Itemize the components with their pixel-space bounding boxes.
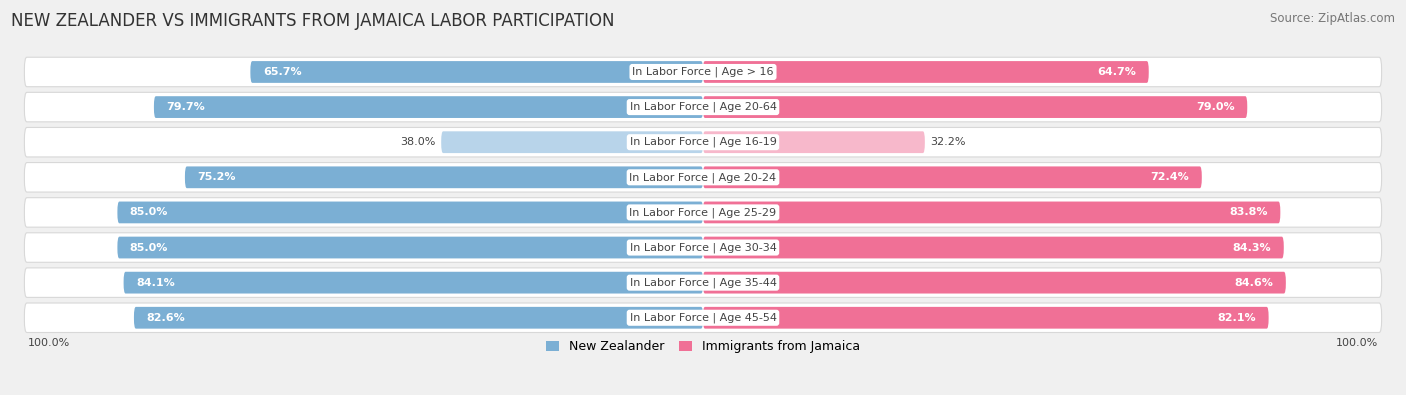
FancyBboxPatch shape xyxy=(24,233,1382,262)
Text: 38.0%: 38.0% xyxy=(401,137,436,147)
FancyBboxPatch shape xyxy=(124,272,703,293)
Text: 72.4%: 72.4% xyxy=(1150,172,1189,182)
FancyBboxPatch shape xyxy=(703,61,1149,83)
Text: 84.6%: 84.6% xyxy=(1234,278,1274,288)
FancyBboxPatch shape xyxy=(441,131,703,153)
FancyBboxPatch shape xyxy=(250,61,703,83)
FancyBboxPatch shape xyxy=(703,307,1268,329)
Text: In Labor Force | Age 45-54: In Labor Force | Age 45-54 xyxy=(630,312,776,323)
FancyBboxPatch shape xyxy=(153,96,703,118)
Text: 100.0%: 100.0% xyxy=(28,338,70,348)
Text: In Labor Force | Age 16-19: In Labor Force | Age 16-19 xyxy=(630,137,776,147)
Text: In Labor Force | Age 35-44: In Labor Force | Age 35-44 xyxy=(630,277,776,288)
Text: In Labor Force | Age 25-29: In Labor Force | Age 25-29 xyxy=(630,207,776,218)
Text: In Labor Force | Age > 16: In Labor Force | Age > 16 xyxy=(633,67,773,77)
Text: 85.0%: 85.0% xyxy=(129,243,169,252)
FancyBboxPatch shape xyxy=(24,57,1382,87)
FancyBboxPatch shape xyxy=(24,268,1382,297)
FancyBboxPatch shape xyxy=(703,96,1247,118)
FancyBboxPatch shape xyxy=(24,303,1382,333)
Text: 82.6%: 82.6% xyxy=(146,313,186,323)
Text: 32.2%: 32.2% xyxy=(931,137,966,147)
Text: In Labor Force | Age 20-64: In Labor Force | Age 20-64 xyxy=(630,102,776,112)
Text: 75.2%: 75.2% xyxy=(197,172,236,182)
Text: 79.0%: 79.0% xyxy=(1197,102,1234,112)
Text: 84.3%: 84.3% xyxy=(1233,243,1271,252)
Text: 84.1%: 84.1% xyxy=(136,278,174,288)
Text: 64.7%: 64.7% xyxy=(1098,67,1136,77)
Text: 65.7%: 65.7% xyxy=(263,67,301,77)
FancyBboxPatch shape xyxy=(703,201,1281,223)
FancyBboxPatch shape xyxy=(24,128,1382,157)
FancyBboxPatch shape xyxy=(24,92,1382,122)
Text: 79.7%: 79.7% xyxy=(166,102,205,112)
FancyBboxPatch shape xyxy=(703,237,1284,258)
Text: 85.0%: 85.0% xyxy=(129,207,169,217)
FancyBboxPatch shape xyxy=(24,198,1382,227)
FancyBboxPatch shape xyxy=(134,307,703,329)
Text: In Labor Force | Age 20-24: In Labor Force | Age 20-24 xyxy=(630,172,776,182)
FancyBboxPatch shape xyxy=(703,166,1202,188)
FancyBboxPatch shape xyxy=(703,272,1286,293)
FancyBboxPatch shape xyxy=(24,163,1382,192)
Text: 82.1%: 82.1% xyxy=(1218,313,1256,323)
FancyBboxPatch shape xyxy=(703,131,925,153)
Text: Source: ZipAtlas.com: Source: ZipAtlas.com xyxy=(1270,12,1395,25)
Text: In Labor Force | Age 30-34: In Labor Force | Age 30-34 xyxy=(630,242,776,253)
Text: NEW ZEALANDER VS IMMIGRANTS FROM JAMAICA LABOR PARTICIPATION: NEW ZEALANDER VS IMMIGRANTS FROM JAMAICA… xyxy=(11,12,614,30)
FancyBboxPatch shape xyxy=(117,237,703,258)
FancyBboxPatch shape xyxy=(117,201,703,223)
FancyBboxPatch shape xyxy=(186,166,703,188)
Text: 100.0%: 100.0% xyxy=(1336,338,1378,348)
Text: 83.8%: 83.8% xyxy=(1229,207,1268,217)
Legend: New Zealander, Immigrants from Jamaica: New Zealander, Immigrants from Jamaica xyxy=(547,340,859,354)
